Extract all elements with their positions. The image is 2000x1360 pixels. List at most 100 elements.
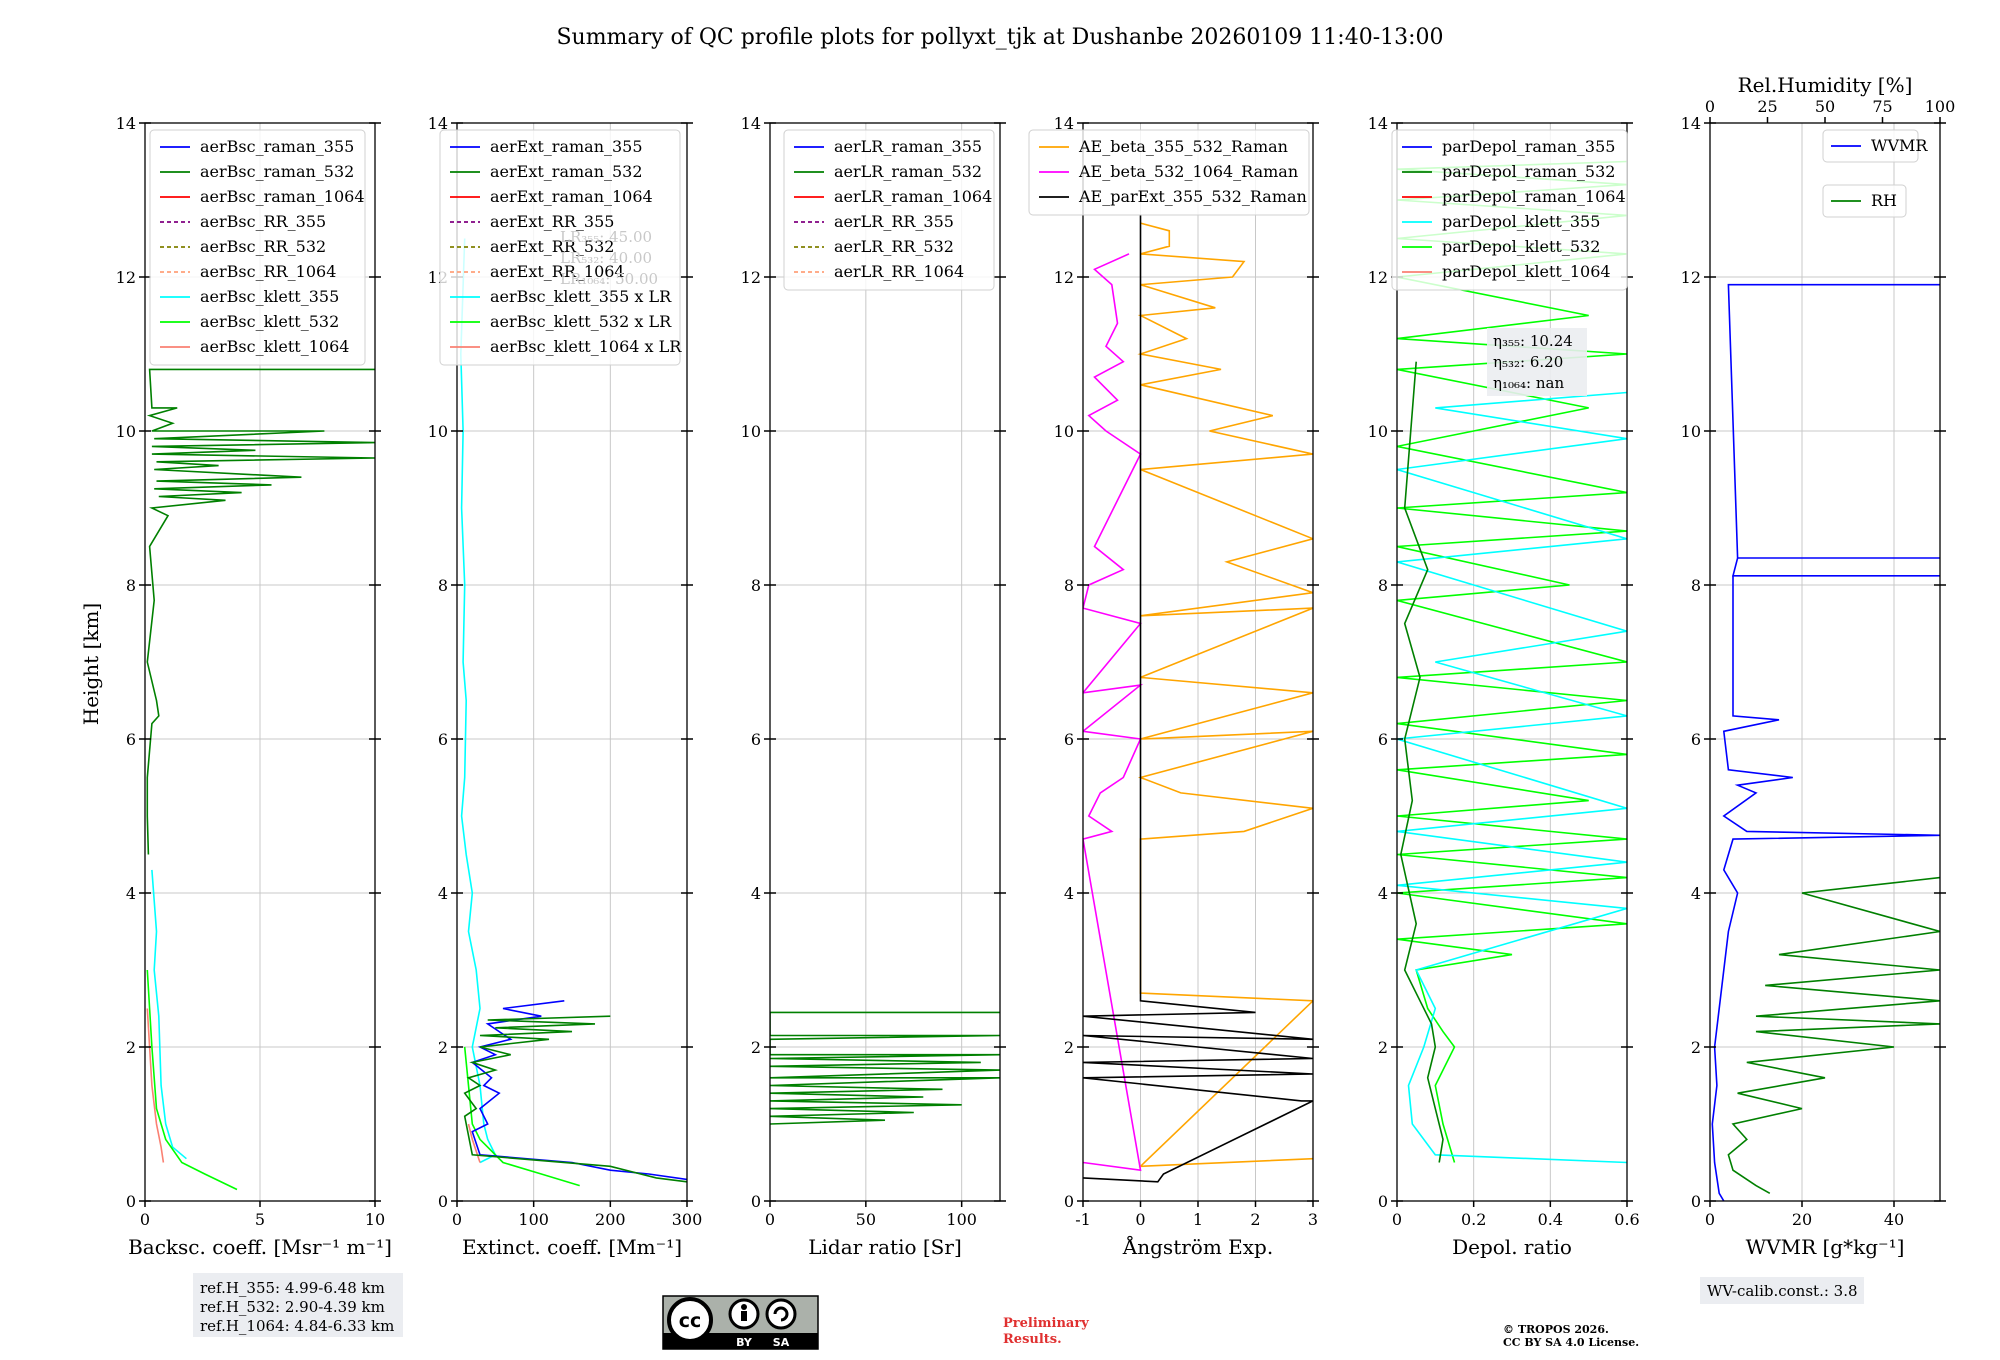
legend-bsc: aerBsc_raman_355 aerBsc_raman_532 aerBsc_r… [149, 129, 366, 366]
y-tick-label: 14 [1368, 114, 1388, 133]
y-tick-label: 8 [1691, 576, 1701, 595]
y-tick-label: 4 [1064, 884, 1074, 903]
ref-height-355: ref.H_355: 4.99-6.48 km [200, 1279, 385, 1297]
y-tick-label: 6 [1378, 730, 1388, 749]
copyright-line1: © TROPOS 2026. [1503, 1323, 1609, 1336]
x-tick-label: 0.4 [1538, 1210, 1563, 1229]
annotation-ext: LR₅₃₂: 40.00 [560, 249, 652, 267]
x-tick-label: 300 [672, 1210, 703, 1229]
legend-label: aerExt_raman_1064 [490, 187, 653, 206]
legend-ae: AE_beta_355_532_Raman AE_beta_532_1064_Ra… [1028, 129, 1310, 216]
y-tick-label: 10 [116, 422, 136, 441]
ref-height-1064: ref.H_1064: 4.84-6.33 km [200, 1317, 394, 1335]
y-tick-label: 4 [1691, 884, 1701, 903]
y-tick-label: 8 [438, 576, 448, 595]
cc-sa-label: SA [773, 1336, 790, 1349]
y-axis-label: Height [km] [79, 603, 103, 725]
x-tick-label: 100 [946, 1210, 977, 1229]
y-tick-label: 8 [126, 576, 136, 595]
y-tick-label: 2 [1064, 1038, 1074, 1057]
x2-tick-label: 25 [1757, 97, 1777, 116]
legend-box [1391, 129, 1628, 291]
x2-tick-label: 100 [1925, 97, 1956, 116]
legend-label: aerExt_raman_532 [490, 162, 643, 181]
x-tick-label: 200 [595, 1210, 626, 1229]
legend-label: aerExt_RR_532 [490, 237, 614, 256]
x-tick-label: 10 [365, 1210, 385, 1229]
x-axis-label-wv: WVMR [g*kg⁻¹] [1746, 1235, 1905, 1259]
annotation-depol: η₃₅₅: 10.24 [1493, 332, 1573, 350]
legend-box [149, 129, 366, 366]
series-aerBsc_klett_1064 [146, 1008, 165, 1163]
legend-ext: aerExt_raman_355 aerExt_raman_532 aerExt_r… [439, 129, 682, 366]
x-axis-label-ext: Extinct. coeff. [Mm⁻¹] [462, 1235, 682, 1259]
legend-label: aerExt_raman_355 [490, 137, 643, 156]
legend-label: AE_beta_355_532_Raman [1078, 137, 1288, 156]
y-tick-label: 6 [438, 730, 448, 749]
y-tick-label: 12 [116, 268, 136, 287]
legend-label: aerBsc_klett_355 [200, 287, 339, 306]
annotation-depol: η₁₀₆₄: nan [1493, 374, 1564, 392]
preliminary-line2: Results. [1003, 1332, 1062, 1347]
legend-label: aerBsc_raman_532 [200, 162, 354, 181]
legend-label: parDepol_raman_532 [1442, 162, 1615, 181]
y-tick-label: 0 [438, 1192, 448, 1211]
series-aerBsc_klett_355 x LR [459, 238, 497, 1164]
legend-label: aerBsc_raman_1064 [200, 187, 365, 206]
series-parDepol_raman_532 [1399, 361, 1444, 1163]
x-tick-label: 1 [1193, 1210, 1203, 1229]
y-tick-label: 2 [438, 1038, 448, 1057]
wv-calib-box [1700, 1277, 1864, 1304]
series-aerBsc_klett_532 [146, 969, 238, 1191]
panel-lr: 0 2 4 6 8 10 12 14 0 50 100 Lidar ratio [Sr] aerLR_r… [741, 114, 1006, 1259]
y-tick-label: 14 [741, 114, 761, 133]
legend-label: parDepol_klett_355 [1442, 212, 1600, 231]
y-tick-label: 14 [1681, 114, 1701, 133]
series-aerLR_raman_532 [770, 1011, 1000, 1125]
legend-label: aerBsc_klett_355 x LR [490, 287, 672, 306]
legend-label: aerLR_RR_1064 [834, 262, 964, 281]
x-axis-label-depol: Depol. ratio [1452, 1235, 1572, 1259]
series-parDepol_klett_355 [1397, 391, 1627, 1164]
y-tick-label: 10 [1681, 422, 1701, 441]
annotation-ext: LR₃₅₅: 45.00 [560, 228, 652, 246]
cc-license-icon: cc BY SA [662, 1295, 819, 1350]
y-tick-label: 4 [438, 884, 448, 903]
legend-label: aerLR_raman_1064 [834, 187, 992, 206]
y-tick-label: 8 [1064, 576, 1074, 595]
panel-bsc: 0 2 4 6 8 10 12 14 0 5 10 Backsc. coeff. [Msr⁻¹ m⁻¹… [116, 114, 392, 1259]
y-tick-label: 0 [126, 1192, 136, 1211]
legend-label: AE_beta_532_1064_Raman [1078, 162, 1298, 181]
x-tick-label: 0.6 [1614, 1210, 1639, 1229]
series-parDepol_klett_532 [1397, 160, 1627, 1163]
x-axis-label-lr: Lidar ratio [Sr] [808, 1235, 962, 1259]
x2-tick-label: 0 [1705, 97, 1715, 116]
x-tick-label: 0 [765, 1210, 775, 1229]
y-tick-label: 4 [1378, 884, 1388, 903]
y-tick-label: 0 [1378, 1192, 1388, 1211]
legend-label: aerBsc_RR_1064 [200, 262, 336, 281]
legend-label: RH [1871, 191, 1897, 210]
y-tick-label: 6 [1691, 730, 1701, 749]
y-tick-label: 14 [1054, 114, 1074, 133]
y-tick-label: 2 [1378, 1038, 1388, 1057]
y-tick-label: 0 [1691, 1192, 1701, 1211]
wv-calib-text: WV-calib.const.: 3.8 [1707, 1282, 1858, 1300]
legend-box [439, 129, 681, 366]
y-tick-label: 8 [751, 576, 761, 595]
y-tick-label: 10 [428, 422, 448, 441]
panel-depol: 0 2 4 6 8 10 12 14 0 0.2 0.4 0.6 Depol. ratio parDepo… [1368, 114, 1640, 1259]
y-tick-label: 12 [1054, 268, 1074, 287]
legend-box [1028, 129, 1310, 216]
ref-heights-box [193, 1273, 403, 1337]
y-tick-label: 6 [126, 730, 136, 749]
series-AE_parExt_355_532_Raman [1083, 215, 1313, 1183]
axes-frame [1396, 122, 1628, 1202]
x-tick-label: 40 [1884, 1210, 1904, 1229]
x-tick-label: -1 [1075, 1210, 1091, 1229]
legend-label: aerExt_RR_1064 [490, 262, 625, 281]
